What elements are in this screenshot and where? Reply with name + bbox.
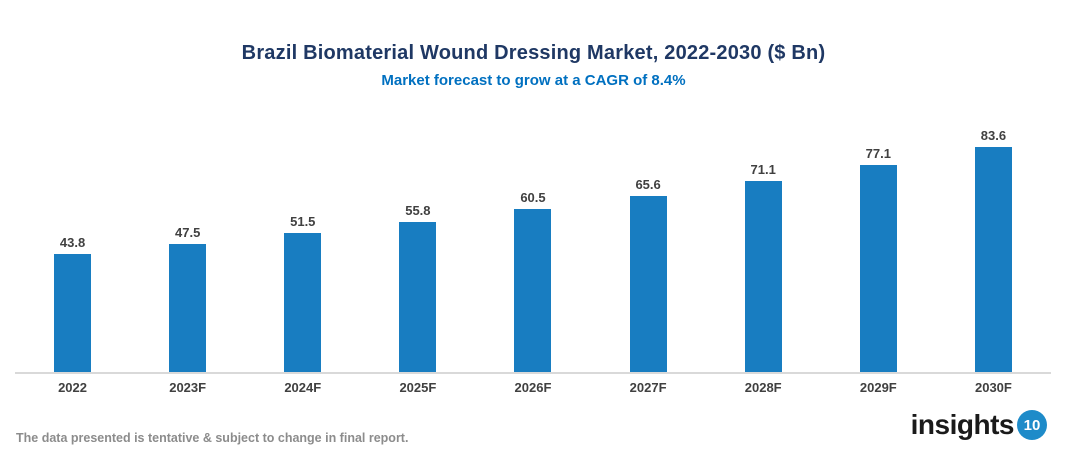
bar-value-label: 47.5 bbox=[175, 225, 201, 241]
x-axis-tick-label: 2025F bbox=[399, 380, 437, 395]
bar-value-label: 43.8 bbox=[59, 235, 86, 251]
x-axis-tick-label: 2030F bbox=[974, 380, 1012, 395]
bar-column: 55.8 bbox=[360, 120, 475, 372]
bar bbox=[974, 147, 1012, 372]
bar-column: 43.8 bbox=[15, 120, 130, 372]
bar-value-label: 60.5 bbox=[520, 190, 546, 206]
bar-column: 65.6 bbox=[591, 120, 706, 372]
bar bbox=[399, 221, 437, 372]
bar-value-label: 55.8 bbox=[405, 202, 431, 218]
x-axis-tick-label: 2024F bbox=[284, 380, 322, 395]
bar-value-label: 65.6 bbox=[635, 176, 661, 192]
bar bbox=[859, 164, 897, 372]
bar-value-label: 83.6 bbox=[980, 128, 1007, 144]
bar bbox=[169, 244, 207, 372]
bar-column: 51.5 bbox=[245, 120, 360, 372]
logo-wordmark: insights bbox=[910, 409, 1015, 440]
logo-badge-icon: 10 bbox=[1017, 410, 1047, 440]
bar bbox=[514, 209, 552, 372]
x-axis-tick-label: 2029F bbox=[859, 380, 897, 395]
x-axis-labels: 2022 2023F 2024F 2025F 2026F 2027F 2028F 2029F 2… bbox=[15, 380, 1051, 395]
bar-column: 47.5 bbox=[130, 120, 245, 372]
bar bbox=[629, 195, 667, 372]
bar-value-label: 77.1 bbox=[865, 145, 891, 161]
bar-column: 77.1 bbox=[821, 120, 936, 372]
x-axis-tick-label: 2023F bbox=[169, 380, 207, 395]
bar bbox=[284, 233, 322, 372]
chart-subtitle: Market forecast to grow at a CAGR of 8.4… bbox=[381, 72, 686, 89]
insights10-logo: insights 10 bbox=[911, 409, 1047, 441]
bar-column: 71.1 bbox=[706, 120, 821, 372]
x-axis-tick-label: 2022 bbox=[58, 380, 87, 395]
x-axis-tick-label: 2027F bbox=[629, 380, 667, 395]
bar-column: 83.6 bbox=[936, 120, 1051, 372]
x-axis-tick-label: 2028F bbox=[744, 380, 782, 395]
bar-chart-plot-area: 43.8 47.5 51.5 55.8 60.5 65.6 71.1 77.1 83.6 bbox=[15, 120, 1051, 374]
x-axis-tick-label: 2026F bbox=[514, 380, 552, 395]
bar-column: 60.5 bbox=[475, 120, 590, 372]
bar-value-label: 71.1 bbox=[750, 161, 776, 177]
chart-title: Brazil Biomaterial Wound Dressing Market… bbox=[241, 42, 826, 64]
disclaimer-text: The data presented is tentative & subjec… bbox=[16, 431, 409, 445]
bar bbox=[744, 180, 782, 372]
bar-value-label: 51.5 bbox=[290, 214, 316, 230]
bar bbox=[54, 254, 92, 372]
